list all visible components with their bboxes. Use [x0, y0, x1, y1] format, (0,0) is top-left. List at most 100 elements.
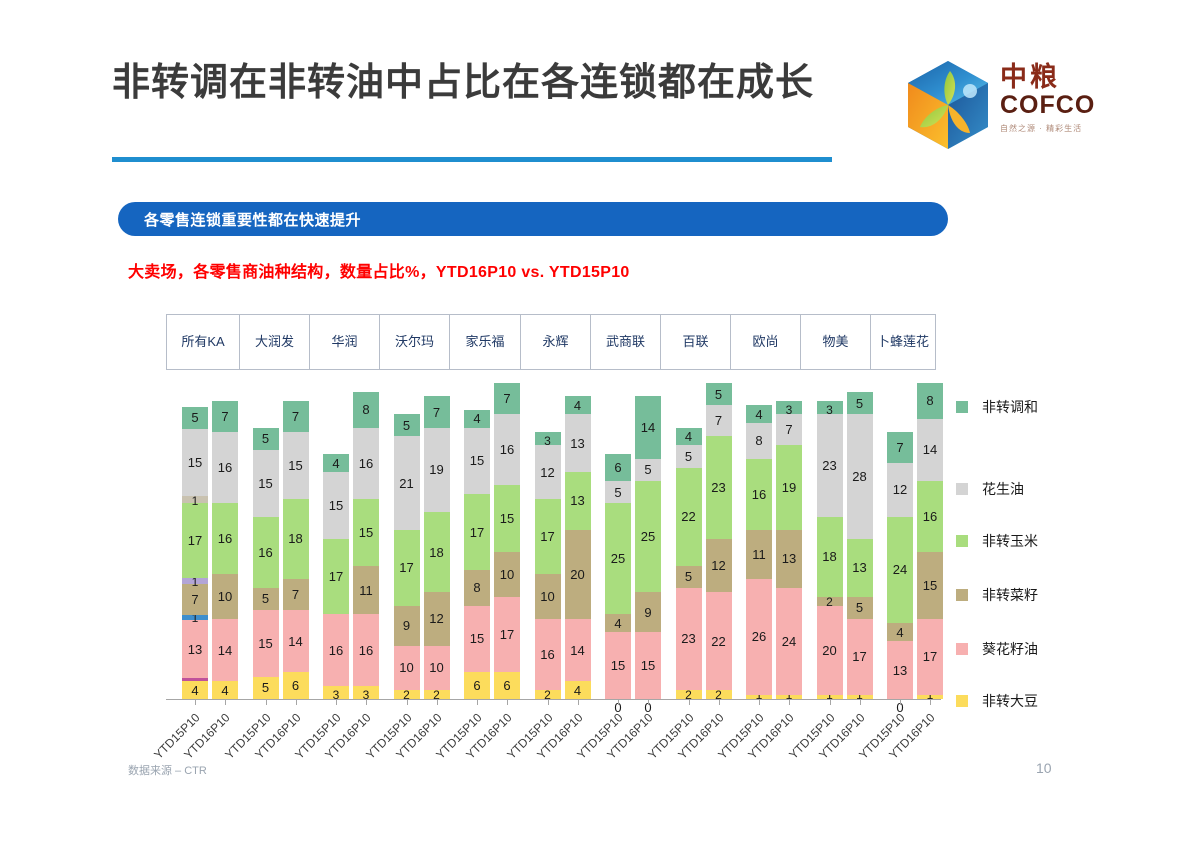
bar-segment: 16: [746, 458, 772, 530]
bar-segment: 14: [212, 618, 238, 682]
bar-segment: 2: [705, 689, 732, 701]
bar-column: 4 13 1 7 1 17 1 15 5: [182, 406, 208, 699]
x-axis-tick: [688, 700, 690, 705]
bar-column: 1 20 2 18 23 3: [816, 400, 843, 701]
bar-segment: 12: [705, 538, 732, 593]
bar-segment: 5: [705, 383, 732, 406]
legend-item-label: 非转大豆: [982, 693, 1038, 709]
bar-segment-value: 16: [217, 531, 233, 547]
bar-segment: 2: [423, 689, 450, 701]
bar-segment-value: 5: [402, 417, 411, 433]
bar-segment: 4: [564, 396, 591, 415]
bar-segment: 13: [564, 414, 591, 473]
bar-segment: 17: [494, 596, 520, 673]
retailer-header-table: 所有KA 大润发 华润 沃尔玛 家乐福 永辉 武商联 百联 欧尚 物美 卜蜂莲花: [166, 314, 936, 370]
bar-segment-value: 5: [855, 395, 864, 411]
bar-segment-value: 13: [187, 641, 203, 657]
legend-item[interactable]: 非转菜籽: [956, 586, 1038, 604]
x-axis-tick: [829, 700, 831, 705]
bar-segment-value: 15: [258, 475, 273, 491]
x-axis-tick: [648, 700, 649, 705]
bar-segment-value: 13: [570, 493, 585, 509]
bar-segment-value: 4: [614, 615, 622, 631]
bar-segment: 15: [252, 449, 279, 517]
bar-segment: 24: [776, 587, 802, 695]
bar-segment-value: 15: [640, 658, 656, 674]
bar-segment: 26: [746, 578, 772, 695]
bar-segment: 21: [393, 436, 420, 530]
bar-segment-value: 6: [614, 460, 622, 476]
bar-column: 2 10 9 17 21 5: [393, 414, 420, 701]
bar-segment: 17: [846, 618, 873, 695]
bar-segment: 4: [464, 409, 490, 428]
bar-segment-value: 8: [755, 433, 763, 449]
bar-segment-value: 15: [358, 524, 374, 540]
bar-segment: 14: [564, 618, 591, 682]
bar-segment: 13: [564, 472, 591, 530]
retailer-header-cell: 家乐福: [450, 315, 521, 369]
bar-segment: 7: [282, 400, 309, 433]
legend-item[interactable]: 非转玉米: [956, 532, 1038, 550]
legend-swatch-icon: [956, 483, 968, 495]
bar-segment-value: 5: [191, 410, 199, 426]
cofco-logo: 中粮 COFCO 自然之源 · 精彩生活: [898, 55, 1113, 160]
bar-segment-value: 23: [822, 457, 837, 473]
legend-item-label: 非转玉米: [982, 533, 1038, 549]
bar-segment-value: 16: [540, 647, 555, 663]
bar-segment-value: 18: [429, 544, 444, 560]
bar-segment-value: 4: [684, 428, 693, 444]
bar-segment-value: 11: [752, 546, 766, 562]
bar-segment-value: 7: [221, 408, 229, 424]
bar-segment-value: 5: [614, 484, 622, 500]
bar-segment: 2: [816, 596, 843, 608]
bar-segment: 8: [353, 392, 379, 428]
bar-segment: 25: [605, 503, 631, 615]
legend-item[interactable]: 非转大豆: [956, 692, 1038, 710]
bar-column: 1 17 15 16 14 8: [917, 383, 943, 701]
bar-segment: 14: [917, 418, 943, 481]
x-axis-tick: [195, 700, 196, 705]
bar-segment-value: 14: [570, 642, 585, 658]
bar-segment-value: 10: [217, 589, 233, 605]
bar-segment: 15: [917, 552, 943, 619]
cofco-logo-text: 中粮 COFCO 自然之源 · 精彩生活: [1000, 63, 1112, 134]
bar-segment: 4: [605, 614, 631, 633]
bar-segment: 2: [675, 689, 702, 701]
bar-segment-thin: 1: [182, 495, 208, 507]
legend-item[interactable]: 非转调和: [956, 398, 1038, 416]
x-axis-tick: [477, 700, 478, 705]
bar-segment: 5: [846, 391, 873, 415]
bar-segment-thin: 1: [182, 576, 208, 588]
bar-segment-value: 25: [640, 529, 656, 545]
bar-segment-value: 20: [570, 566, 585, 582]
title-underline-rule: [112, 157, 832, 162]
bar-segment: 7: [887, 432, 913, 464]
bar-segment: 9: [393, 605, 420, 646]
bar-segment-value: 4: [573, 682, 582, 698]
bar-segment-value: 7: [291, 586, 300, 602]
bar-segment-value: 22: [711, 633, 726, 649]
bar-segment: 12: [534, 445, 561, 499]
legend-item[interactable]: 葵花籽油: [956, 640, 1038, 658]
bar-segment-value: 15: [922, 578, 938, 594]
bar-segment: 14: [282, 610, 309, 673]
bar-segment: 16: [917, 480, 943, 553]
x-axis-tick: [618, 700, 619, 705]
bar-segment-value: 4: [221, 682, 229, 698]
bar-column: 2 23 5 22 5 4: [675, 427, 702, 701]
bar-segment-value: 5: [261, 680, 270, 696]
bar-segment-value: 19: [781, 480, 797, 496]
bar-column: 2 10 12 18 19 7: [423, 396, 450, 701]
legend-item[interactable]: 花生油: [956, 480, 1024, 498]
retailer-header-cell: 卜蜂莲花: [876, 333, 929, 349]
bar-segment: 5: [393, 414, 420, 437]
bar-segment-value: 12: [892, 482, 908, 498]
x-axis-tick: [265, 700, 267, 705]
bar-segment-value: 7: [896, 440, 904, 456]
bar-segment: 24: [887, 516, 913, 624]
bar-segment-value: 12: [711, 558, 726, 574]
bar-segment: 23: [816, 414, 843, 517]
bar-segment-value: 16: [358, 642, 374, 658]
bar-segment: 3: [323, 685, 349, 701]
bar-segment-value: 26: [751, 629, 767, 645]
